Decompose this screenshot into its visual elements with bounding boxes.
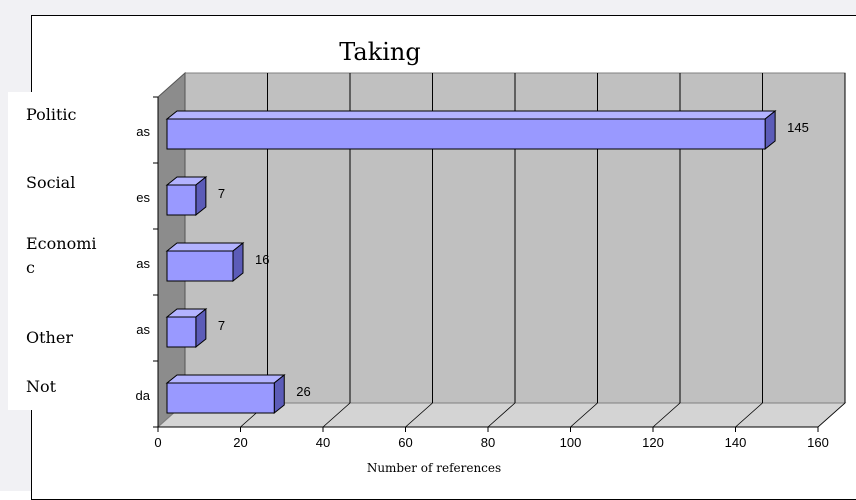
grid-floor-line: [817, 402, 846, 428]
bar: [166, 184, 197, 216]
bar: [166, 382, 275, 414]
grid-floor-line: [405, 402, 433, 428]
category-label-other: Other: [26, 328, 73, 347]
category-label-clipped: as: [136, 256, 150, 271]
category-label-social: Social: [26, 173, 76, 192]
grid-floor-line: [735, 402, 763, 428]
category-label-economic: Economi: [26, 234, 97, 253]
x-tick-label: 20: [233, 435, 247, 450]
grid-floor-line: [652, 402, 681, 428]
x-tick-label: 60: [398, 435, 412, 450]
chart-title: Taking: [339, 38, 421, 66]
x-tick-label: 120: [642, 435, 664, 450]
bar-value-label: 7: [218, 186, 225, 201]
category-label-clipped: es: [136, 190, 150, 205]
category-label-clipped: as: [136, 322, 150, 337]
bar: [166, 118, 766, 150]
category-label-panel: [8, 92, 126, 410]
x-tick-label: 80: [481, 435, 495, 450]
category-label-clipped: as: [136, 124, 150, 139]
x-tick-label: 100: [560, 435, 582, 450]
bar: [166, 250, 234, 282]
x-tick-label: 40: [316, 435, 330, 450]
category-label-clipped: da: [136, 388, 151, 403]
x-tick-label: 140: [725, 435, 747, 450]
bar-top: [165, 110, 777, 120]
bar-value-label: 145: [787, 120, 809, 135]
x-tick-label: 0: [154, 435, 161, 450]
bar-top: [165, 242, 245, 252]
grid-floor-line: [322, 402, 351, 428]
category-label-not: Not: [26, 377, 57, 396]
bar-value-label: 26: [296, 384, 310, 399]
bar-top: [165, 374, 286, 384]
grid-floor-line: [570, 402, 598, 428]
category-label-economic-line2: c: [26, 258, 35, 277]
x-tick-label: 160: [807, 435, 829, 450]
x-axis-label: Number of references: [366, 461, 502, 475]
bar-value-label: 16: [255, 252, 269, 267]
grid-floor-line: [487, 402, 516, 428]
bar-value-label: 7: [218, 318, 225, 333]
category-label-politic: Politic: [26, 105, 77, 124]
bar: [166, 316, 197, 348]
